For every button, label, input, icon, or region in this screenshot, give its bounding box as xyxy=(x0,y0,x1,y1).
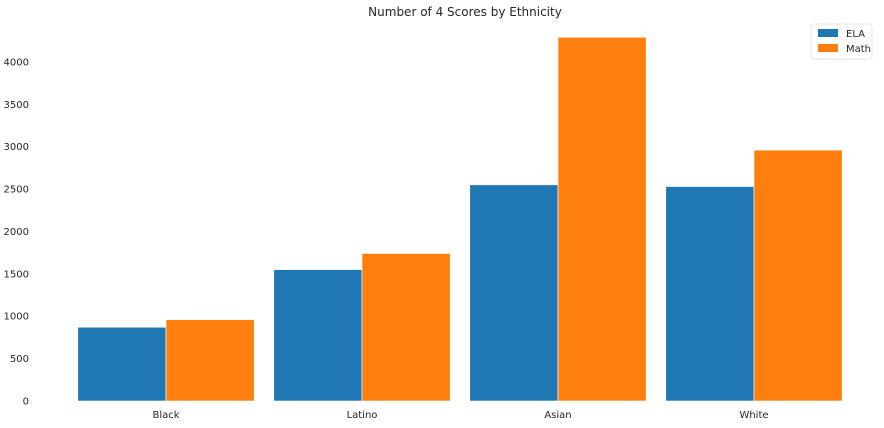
legend-swatch-ela xyxy=(818,29,838,37)
y-axis: 0 500 1000 1500 2000 2500 3000 3500 4000 xyxy=(4,57,29,407)
y-tick-label: 0 xyxy=(23,397,29,408)
bar-ela-asian xyxy=(470,185,558,401)
y-tick-label: 1500 xyxy=(4,269,29,280)
bar-ela-black xyxy=(78,327,166,401)
y-tick-label: 2500 xyxy=(4,185,29,196)
bars xyxy=(78,37,842,401)
chart-title: Number of 4 Scores by Ethnicity xyxy=(368,5,562,19)
bar-math-white xyxy=(754,150,842,401)
bar-ela-latino xyxy=(274,270,362,401)
legend-label-ela: ELA xyxy=(846,29,865,40)
bar-math-asian xyxy=(558,37,646,401)
y-tick-label: 3500 xyxy=(4,100,29,111)
y-tick-label: 3000 xyxy=(4,142,29,153)
y-tick-label: 1000 xyxy=(4,312,29,323)
bar-math-black xyxy=(166,320,254,401)
legend-label-math: Math xyxy=(846,44,871,55)
x-tick-label: Black xyxy=(152,410,179,421)
x-tick-label: Asian xyxy=(544,410,571,421)
x-tick-label: White xyxy=(739,410,768,421)
legend: ELA Math xyxy=(811,24,872,59)
y-tick-label: 2000 xyxy=(4,227,29,238)
legend-swatch-math xyxy=(818,44,838,52)
bar-ela-white xyxy=(666,187,754,401)
x-tick-label: Latino xyxy=(347,410,378,421)
y-tick-label: 4000 xyxy=(4,57,29,68)
bar-math-latino xyxy=(362,253,450,401)
y-tick-label: 500 xyxy=(10,354,29,365)
x-axis: Black Latino Asian White xyxy=(152,410,768,421)
